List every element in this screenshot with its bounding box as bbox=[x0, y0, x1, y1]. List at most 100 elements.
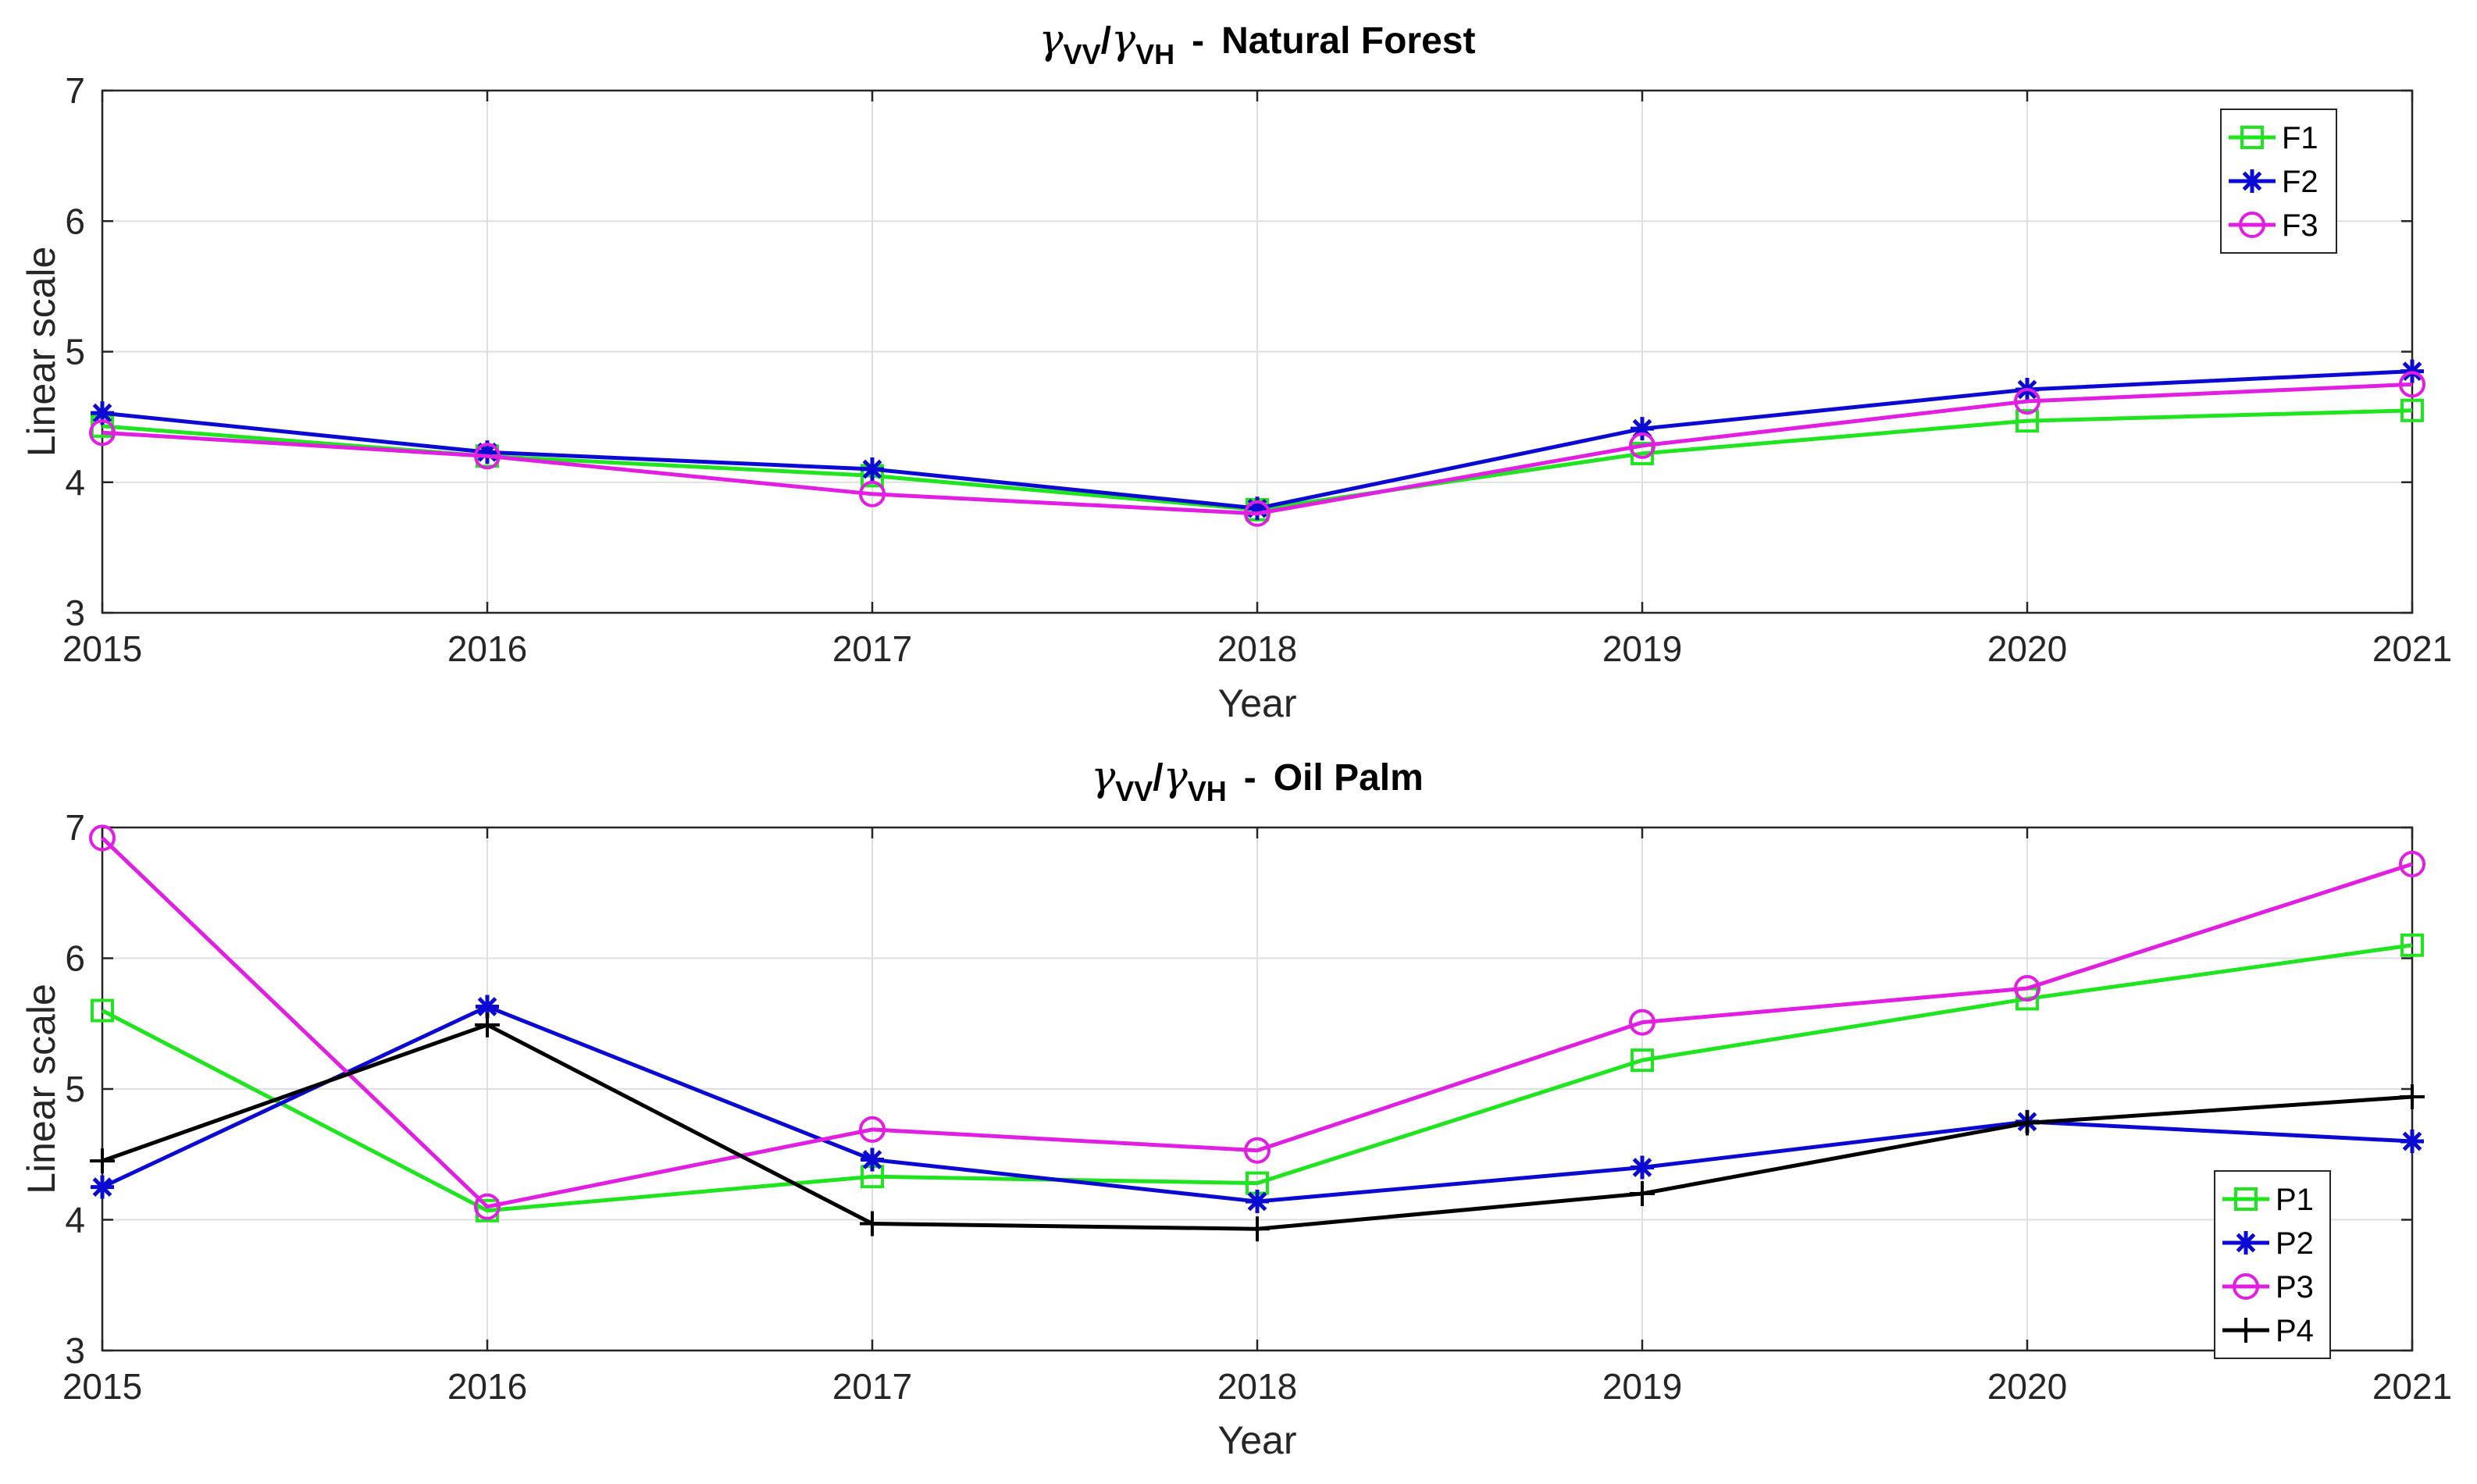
chart0-point-f3 bbox=[2399, 371, 2425, 398]
chart0-point-f3 bbox=[2014, 388, 2040, 415]
chart1-xtick-label: 2016 bbox=[447, 1366, 527, 1407]
chart1-group: 2015 2016 2017 2018 2019 2020 2021 3 4 5 6 7 Year Lin… bbox=[20, 753, 2452, 1462]
chart1-xtick-label: 2017 bbox=[832, 1366, 912, 1407]
chart1-title-num-sub: VV bbox=[1115, 775, 1153, 807]
chart1-legend-label-p3: P3 bbox=[2276, 1270, 2314, 1304]
chart1-legend-box bbox=[2214, 1170, 2331, 1359]
chart0-xtick-label: 2020 bbox=[1987, 628, 2067, 669]
chart1-ytick-label: 7 bbox=[65, 807, 85, 848]
chart1-point-p4 bbox=[90, 1148, 115, 1174]
chart1-point-p1 bbox=[2400, 933, 2424, 957]
chart1-point-p3 bbox=[474, 1193, 501, 1220]
chart1-ytick-label: 4 bbox=[65, 1200, 85, 1240]
chart0-point-f2 bbox=[861, 457, 884, 482]
chart1-point-p3 bbox=[2014, 975, 2040, 1002]
chart1-legend-marker-p4 bbox=[2233, 1318, 2258, 1343]
chart1-title-name: Oil Palm bbox=[1274, 757, 1424, 799]
chart0-xtick-label: 2017 bbox=[832, 628, 912, 669]
chart0-point-f2 bbox=[1631, 417, 1654, 441]
chart0-ytick-label: 7 bbox=[65, 70, 85, 111]
chart1-point-p2 bbox=[91, 1175, 114, 1199]
chart1-ytick-label: 6 bbox=[65, 938, 85, 979]
chart0-point-f3 bbox=[474, 443, 501, 470]
chart0-title-name: Natural Forest bbox=[1221, 20, 1475, 62]
chart0-ytick-label: 3 bbox=[65, 593, 85, 633]
chart0-legend-marker-f2 bbox=[2240, 169, 2264, 193]
chart0-title-symbol: γ bbox=[1111, 16, 1136, 63]
chart1-series-p3 bbox=[89, 824, 2425, 1220]
chart0-point-f1 bbox=[2015, 409, 2039, 433]
chart1-point-p3 bbox=[2399, 850, 2425, 877]
chart0-xtick-label: 2015 bbox=[62, 628, 142, 669]
chart1-ytick-label: 3 bbox=[65, 1330, 85, 1371]
chart0-legend-label-f2: F2 bbox=[2282, 165, 2318, 199]
chart1-point-p2 bbox=[1246, 1190, 1269, 1214]
chart0-point-f2 bbox=[91, 401, 114, 425]
chart1-point-p4 bbox=[2400, 1084, 2425, 1110]
chart0-point-f2 bbox=[1246, 496, 1269, 521]
chart1-point-p3 bbox=[1629, 1009, 1655, 1036]
chart1-point-p2 bbox=[861, 1148, 884, 1172]
chart1-xtick-label: 2018 bbox=[1217, 1366, 1297, 1407]
chart1-point-p1 bbox=[1631, 1048, 1654, 1073]
chart1-legend-label-p2: P2 bbox=[2276, 1226, 2314, 1261]
chart1-point-p2 bbox=[1631, 1155, 1654, 1180]
chart0-series-f3 bbox=[89, 371, 2425, 527]
chart0-xtick-label: 2018 bbox=[1217, 628, 1297, 669]
chart0-legend: F1 F2 F3 bbox=[2220, 109, 2337, 254]
chart1-xtick-label: 2019 bbox=[1602, 1366, 1682, 1407]
chart1-point-p3 bbox=[1244, 1137, 1271, 1164]
chart1-point-p4 bbox=[1245, 1216, 1270, 1242]
chart1-xtick-label: 2020 bbox=[1987, 1366, 2067, 1407]
chart1-y-axis-label: Linear scale bbox=[20, 984, 63, 1194]
chart0-xtick-label: 2021 bbox=[2372, 628, 2452, 669]
chart0-legend-marker-f3 bbox=[2239, 212, 2265, 238]
chart0-ytick-label: 6 bbox=[65, 201, 85, 241]
chart1-ytick-label: 5 bbox=[65, 1069, 85, 1109]
chart1-title-symbol: γ bbox=[1091, 753, 1116, 800]
chart0-series-line-f3 bbox=[102, 382, 2413, 516]
chart1-legend-label-p4: P4 bbox=[2276, 1314, 2314, 1348]
chart1-point-p4 bbox=[475, 1012, 500, 1037]
chart1-point-p4 bbox=[1630, 1181, 1655, 1206]
chart1-xtick-label: 2021 bbox=[2372, 1366, 2452, 1407]
chart1-title-symbol: γ bbox=[1164, 753, 1189, 800]
chart1-point-p2 bbox=[2400, 1130, 2424, 1153]
chart1-point-p1 bbox=[91, 998, 114, 1023]
chart1-legend-marker-p2 bbox=[2234, 1231, 2258, 1254]
chart0-point-f3 bbox=[859, 480, 886, 507]
chart0-ytick-label: 5 bbox=[65, 332, 85, 372]
chart1-legend: P1 P2 P3 P4 bbox=[2214, 1170, 2331, 1359]
chart1-point-p2 bbox=[476, 995, 499, 1019]
chart1-title-den-sub: VH bbox=[1188, 775, 1227, 807]
chart0-point-f3 bbox=[1244, 500, 1271, 527]
chart1-legend-marker-p1 bbox=[2234, 1187, 2258, 1211]
chart1-point-p3 bbox=[859, 1116, 886, 1143]
chart0-legend-label-f1: F1 bbox=[2282, 121, 2318, 155]
chart1-legend-marker-p3 bbox=[2233, 1273, 2259, 1300]
chart1-xtick-label: 2015 bbox=[62, 1366, 142, 1407]
chart0-title-separator: - bbox=[1192, 20, 1204, 62]
chart1-title: γVV/γVH - Oil Palm bbox=[1091, 753, 1424, 807]
chart1-legend-label-p1: P1 bbox=[2276, 1183, 2314, 1217]
chart0-legend-marker-f1 bbox=[2240, 126, 2264, 149]
chart0-title-den-sub: VH bbox=[1135, 38, 1174, 70]
chart0-group: 2015 2016 2017 2018 2019 2020 2021 3 4 5 6 7 Year Lin… bbox=[20, 16, 2452, 725]
chart0-title: γVV/γVH - Natural Forest bbox=[1039, 16, 1476, 70]
chart0-point-f3 bbox=[1629, 432, 1655, 459]
chart0-title-slash: / bbox=[1101, 20, 1111, 62]
chart0-point-f2 bbox=[476, 440, 499, 464]
chart1-title-slash: / bbox=[1153, 757, 1163, 799]
chart1-point-p3 bbox=[89, 824, 116, 852]
chart1-x-axis-label: Year bbox=[1217, 1418, 1296, 1462]
chart0-ytick-label: 4 bbox=[65, 462, 85, 503]
chart0-title-num-sub: VV bbox=[1064, 38, 1101, 70]
chart0-x-axis-label: Year bbox=[1217, 682, 1296, 725]
chart0-xtick-label: 2019 bbox=[1602, 628, 1682, 669]
chart0-y-axis-label: Linear scale bbox=[20, 247, 63, 457]
chart0-legend-label-f3: F3 bbox=[2282, 208, 2318, 243]
chart0-point-f3 bbox=[89, 419, 116, 447]
chart0-title-symbol: γ bbox=[1039, 16, 1064, 63]
chart1-series-line-p3 bbox=[101, 836, 2413, 1209]
